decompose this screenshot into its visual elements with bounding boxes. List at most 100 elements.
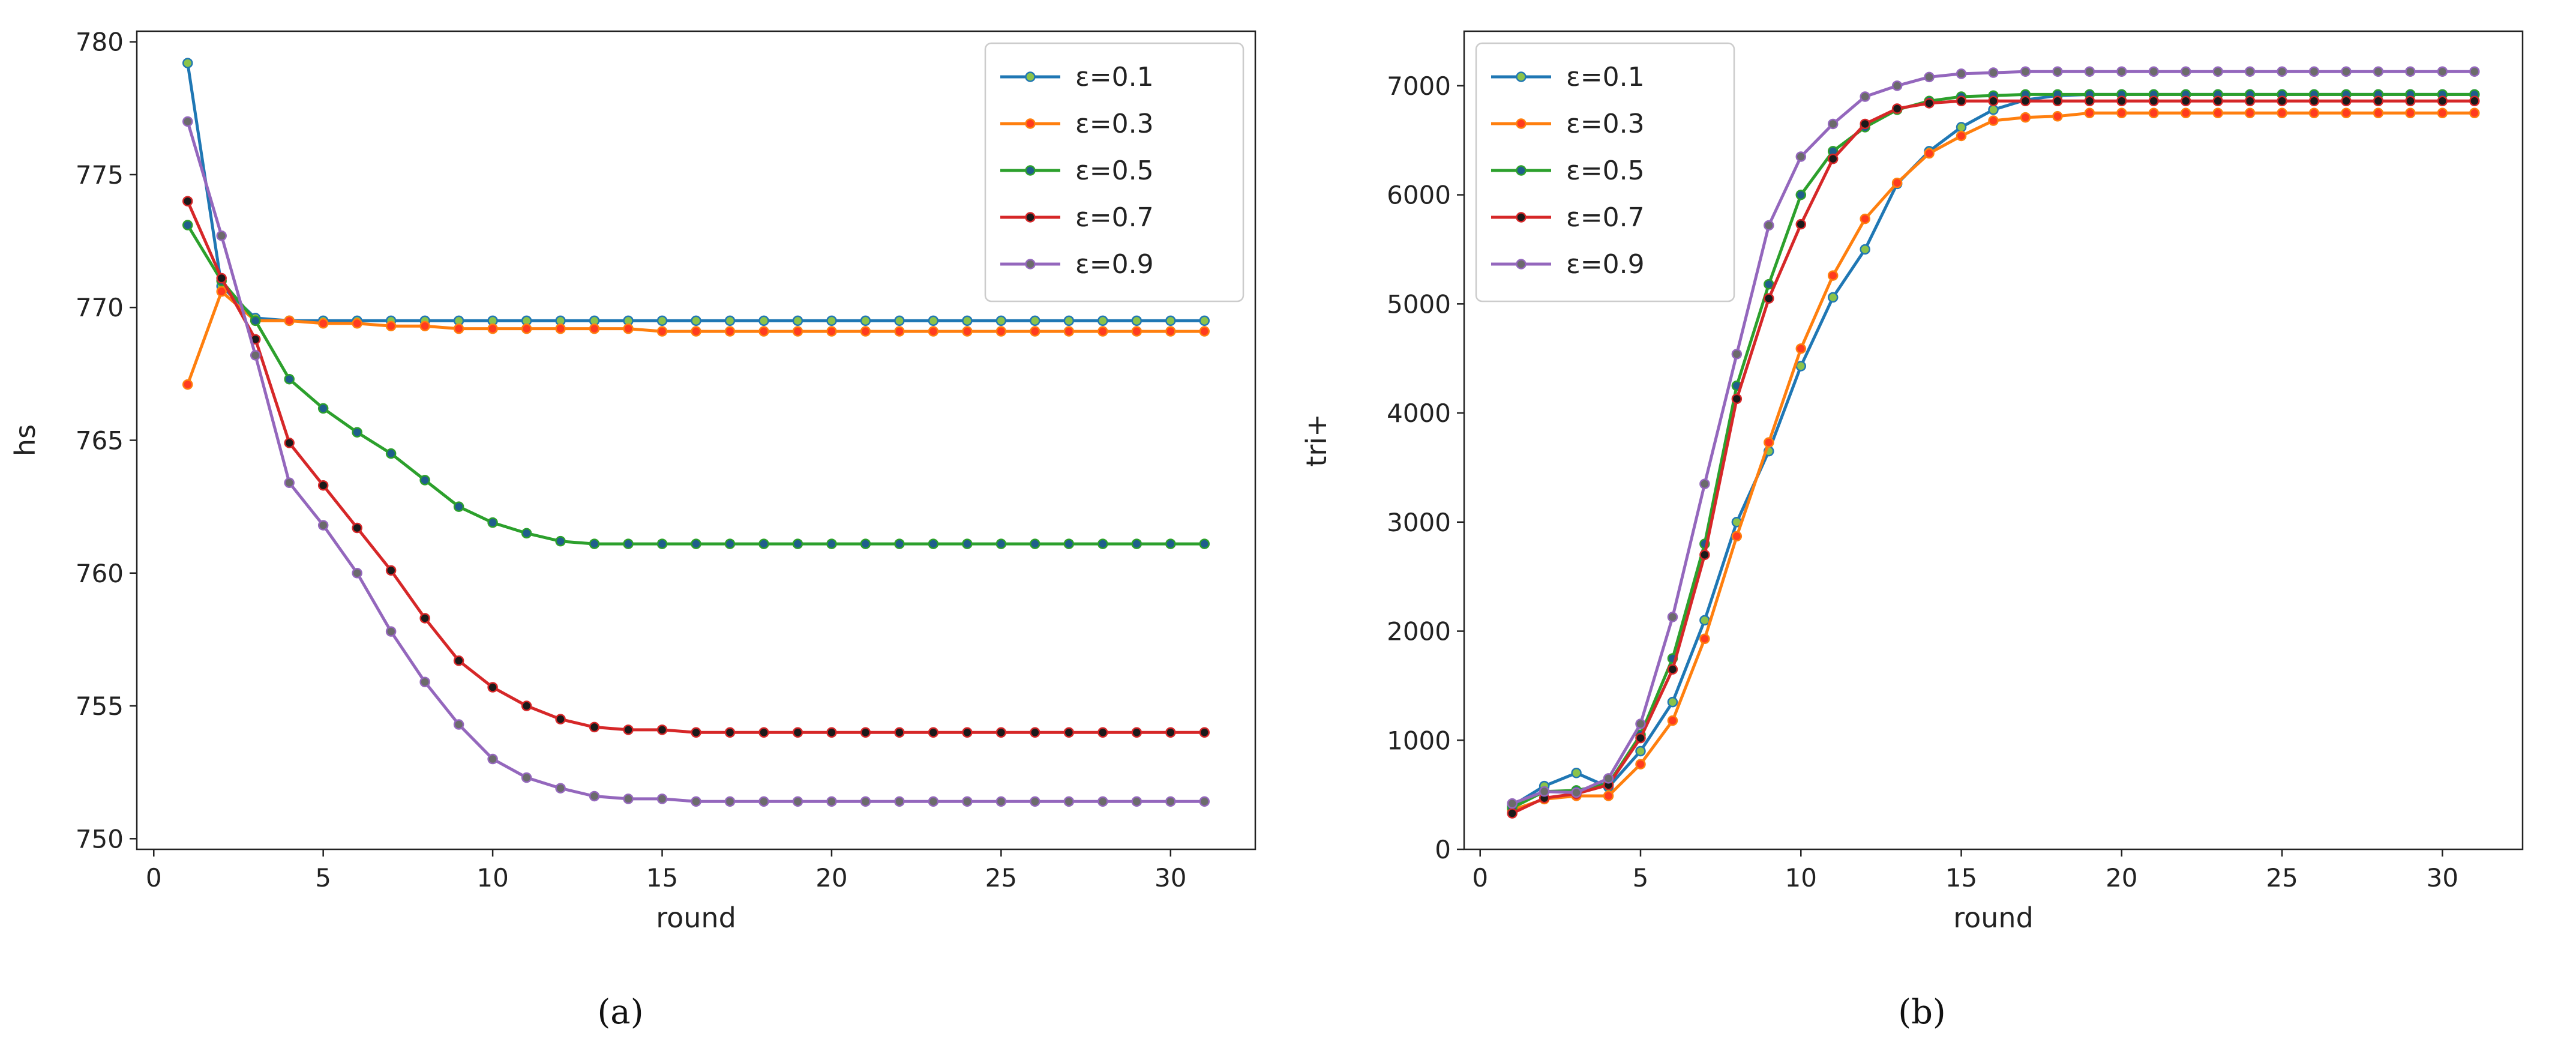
data-point: [1667, 664, 1678, 675]
legend-entry-label: ε=0.1: [1075, 62, 1154, 92]
data-point: [2373, 95, 2384, 107]
data-point: [1603, 773, 1614, 784]
panel-b: 0 5 10 15 20 25 30 0 1000 2000 3000 4000 5000 6000 700…: [1300, 30, 2524, 1032]
data-point: [1924, 71, 1935, 83]
x-tick-label: 0: [1472, 863, 1488, 893]
data-point: [724, 538, 736, 549]
data-point: [928, 796, 939, 807]
data-point: [1165, 538, 1176, 549]
data-point: [656, 326, 668, 337]
data-point: [2469, 95, 2480, 107]
data-point: [284, 438, 295, 448]
data-point: [2020, 66, 2031, 77]
data-point: [1131, 727, 1142, 738]
data-point: [2116, 66, 2127, 77]
data-point: [623, 538, 634, 549]
data-point: [250, 350, 261, 361]
data-point: [724, 326, 736, 337]
data-point: [1030, 538, 1040, 549]
panel-caption: (b): [1898, 993, 1946, 1032]
data-point: [419, 613, 430, 624]
data-point: [182, 58, 193, 68]
data-point: [1063, 538, 1075, 549]
data-point: [2052, 66, 2063, 77]
data-point: [1097, 326, 1108, 337]
legend-marker: [1025, 165, 1036, 176]
data-point: [2341, 95, 2352, 107]
data-point: [1131, 326, 1142, 337]
x-tick-label: 20: [2106, 863, 2137, 893]
y-tick-label: 7000: [1387, 71, 1451, 101]
legend-entry-label: ε=0.5: [1566, 155, 1645, 186]
data-point: [962, 538, 973, 549]
data-point: [2244, 66, 2256, 77]
data-point: [521, 772, 532, 783]
data-point: [758, 727, 769, 738]
x-tick-label: 10: [476, 863, 508, 893]
x-tick-label: 20: [815, 863, 847, 893]
data-point: [1199, 315, 1210, 327]
data-point: [1924, 98, 1935, 109]
data-point: [385, 565, 397, 576]
data-point: [623, 323, 634, 334]
data-point: [1764, 437, 1774, 448]
data-point: [1956, 95, 1967, 107]
data-point: [521, 528, 532, 539]
data-point: [419, 321, 430, 331]
data-point: [1097, 796, 1108, 807]
data-point: [2020, 95, 2031, 107]
data-point: [352, 522, 362, 534]
legend-entry-label: ε=0.3: [1075, 109, 1154, 139]
legend-marker: [1025, 259, 1036, 270]
legend-entry-label: ε=0.5: [1075, 155, 1154, 186]
data-point: [385, 626, 397, 637]
data-point: [1764, 220, 1774, 231]
data-point: [1063, 796, 1075, 807]
x-tick-label: 30: [1154, 863, 1186, 893]
data-point: [1063, 727, 1075, 738]
data-point: [487, 517, 498, 528]
y-tick-label: 0: [1435, 835, 1451, 864]
y-tick-label: 775: [76, 160, 124, 190]
x-tick-label: 30: [2427, 863, 2458, 893]
data-point: [1030, 326, 1040, 337]
data-point: [962, 326, 973, 337]
data-point: [1030, 727, 1040, 738]
data-point: [1731, 393, 1743, 405]
data-point: [1165, 315, 1176, 327]
data-point: [2212, 107, 2223, 119]
data-point: [2341, 107, 2352, 119]
data-point: [1795, 343, 1807, 354]
data-point: [2180, 66, 2191, 77]
data-point: [2148, 107, 2160, 119]
data-point: [894, 796, 905, 807]
y-axis-label: hs: [9, 424, 41, 456]
data-point: [826, 538, 837, 549]
y-tick-label: 755: [76, 691, 124, 721]
data-point: [1860, 91, 1870, 102]
data-point: [2308, 66, 2320, 77]
data-point: [826, 796, 837, 807]
data-point: [284, 315, 295, 327]
data-point: [521, 700, 532, 711]
data-point: [1827, 292, 1839, 303]
data-point: [1699, 478, 1710, 489]
data-point: [995, 796, 1007, 807]
data-point: [1860, 118, 1870, 130]
data-point: [2212, 66, 2223, 77]
data-point: [724, 315, 736, 327]
x-tick-label: 5: [315, 863, 331, 893]
data-point: [792, 727, 803, 738]
data-point: [2277, 95, 2287, 107]
data-point: [182, 379, 193, 390]
data-point: [1165, 727, 1176, 738]
data-point: [1956, 68, 1967, 79]
data-point: [724, 796, 736, 807]
data-point: [962, 727, 973, 738]
legend-marker: [1025, 71, 1036, 82]
data-point: [453, 719, 464, 730]
data-point: [2405, 95, 2416, 107]
y-tick-label: 765: [76, 426, 124, 456]
data-point: [1988, 115, 1999, 126]
legend-entry-label: ε=0.7: [1075, 202, 1154, 233]
